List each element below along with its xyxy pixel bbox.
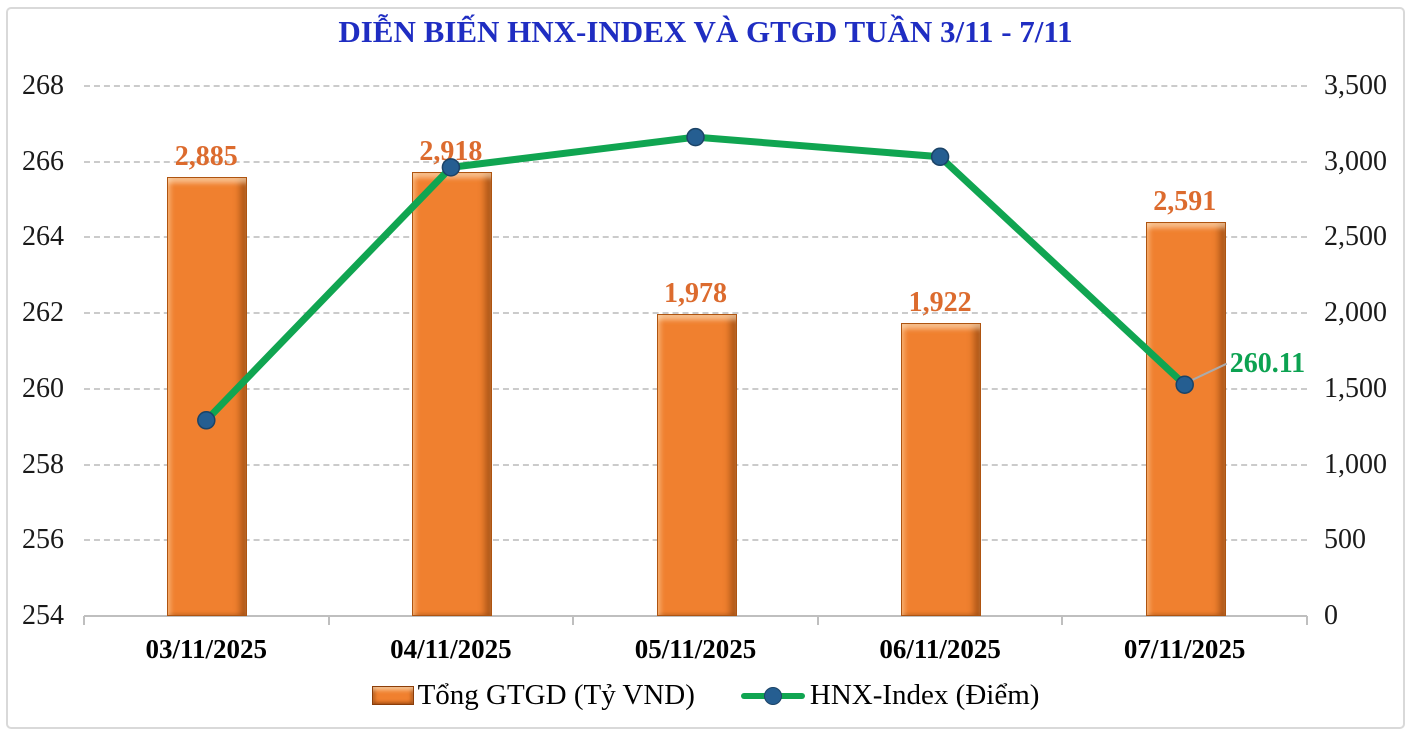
bar-value-label: 1,922 <box>908 286 972 318</box>
hnx-index-line <box>202 133 1189 424</box>
y-axis-label-right: 500 <box>1324 524 1366 556</box>
y-axis-label-right: 2,500 <box>1324 221 1387 253</box>
line-point-marker <box>441 158 461 177</box>
gtgd-bar <box>411 172 492 616</box>
legend-label-hnx: HNX-Index (Điểm) <box>809 679 1040 711</box>
bar-series-marker-icon <box>371 686 414 705</box>
gridline <box>84 85 1307 87</box>
gtgd-bar <box>656 314 737 616</box>
x-axis-label: 06/11/2025 <box>879 634 1001 664</box>
legend-item-gtgd: Tổng GTGD (Tỷ VND) <box>371 679 695 712</box>
legend-label-gtgd: Tổng GTGD (Tỷ VND) <box>417 679 695 711</box>
x-axis-label: 03/11/2025 <box>145 634 268 664</box>
x-axis-tick <box>327 616 330 625</box>
line-point-marker <box>930 147 950 167</box>
y-axis-label-left: 254 <box>22 600 64 631</box>
y-axis-label-left: 268 <box>22 70 64 101</box>
line-marker-dot <box>763 686 782 705</box>
gridline <box>84 312 1307 315</box>
bar-value-label: 2,591 <box>1153 185 1217 217</box>
x-axis-label: 05/11/2025 <box>634 634 757 664</box>
callout-leader-line <box>1190 362 1228 382</box>
x-axis-tick <box>1061 616 1064 625</box>
legend: Tổng GTGD (Tỷ VND) HNX-Index (Điểm) <box>0 679 1411 712</box>
y-axis-label-right: 2,000 <box>1324 297 1387 329</box>
y-axis-label-left: 256 <box>22 524 64 556</box>
chart-title: DIỄN BIẾN HNX-INDEX VÀ GTGD TUẦN 3/11 - … <box>338 14 1073 49</box>
hnx-index-line-layer <box>197 127 1228 430</box>
y-axis-label-left: 258 <box>22 448 64 480</box>
y-axis-label-right: 0 <box>1324 600 1338 631</box>
line-point-marker <box>1175 375 1194 394</box>
y-axis-label-right: 1,500 <box>1324 372 1387 404</box>
x-axis-label: 04/11/2025 <box>390 634 512 664</box>
gridline <box>84 160 1307 163</box>
gridline <box>84 236 1307 239</box>
line-point-marker <box>686 127 705 147</box>
gtgd-bar <box>901 322 982 616</box>
legend-item-hnx: HNX-Index (Điểm) <box>740 679 1040 712</box>
y-axis-label-left: 262 <box>22 297 64 329</box>
y-axis-label-right: 3,500 <box>1324 70 1387 101</box>
x-axis-label: 07/11/2025 <box>1123 634 1246 664</box>
y-axis-label-left: 260 <box>22 372 64 404</box>
x-axis-tick <box>572 616 575 625</box>
plot-area: 2,885 2,918 1,978 1,922 2,591 260.11 <box>83 85 1308 625</box>
x-axis-tick <box>816 616 819 625</box>
y-axis-label-right: 1,000 <box>1324 448 1387 480</box>
line-point-marker <box>197 411 216 430</box>
gtgd-bar <box>1145 221 1226 616</box>
bar-value-label: 2,885 <box>174 141 238 173</box>
last-point-value-label: 260.11 <box>1229 347 1306 379</box>
x-axis-tick <box>1306 616 1308 625</box>
x-axis-line <box>84 615 1307 617</box>
y-axis-label-right: 3,000 <box>1324 145 1387 177</box>
line-series-marker-icon <box>740 686 805 705</box>
y-axis-label-left: 266 <box>22 145 64 177</box>
bar-value-label: 1,978 <box>664 278 727 310</box>
x-axis-tick <box>83 616 85 625</box>
y-axis-label-left: 264 <box>22 221 64 253</box>
